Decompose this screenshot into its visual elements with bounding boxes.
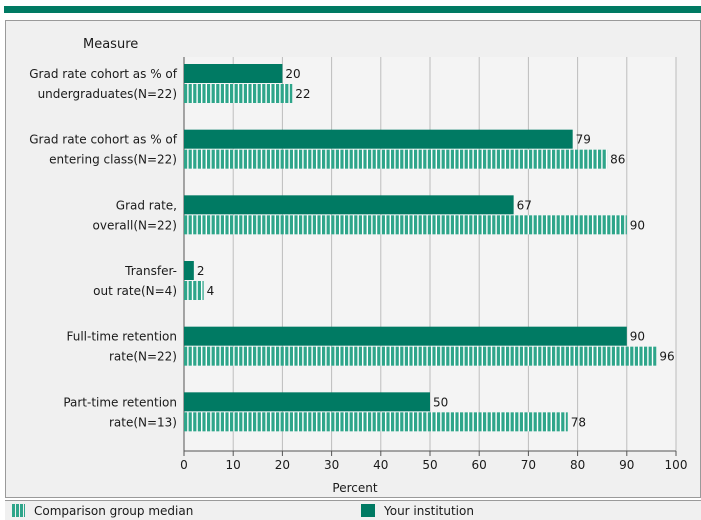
legend-institution-swatch xyxy=(361,504,375,517)
bar-your-institution xyxy=(184,64,283,83)
legend-comparison-swatch xyxy=(11,504,25,517)
x-tick-label: 30 xyxy=(324,458,339,472)
data-label-your-institution: 2 xyxy=(197,264,205,278)
category-label: entering class(N=22) xyxy=(49,153,177,167)
data-label-comparison-median: 4 xyxy=(207,284,215,298)
category-label: undergraduates(N=22) xyxy=(38,87,177,101)
data-label-comparison-median: 22 xyxy=(295,87,310,101)
bar-comparison-median xyxy=(184,149,608,169)
bar-comparison-median xyxy=(184,281,204,300)
category-label: Full-time retention xyxy=(66,330,177,344)
bar-your-institution xyxy=(184,392,430,412)
data-label-your-institution: 67 xyxy=(517,198,532,212)
legend xyxy=(5,500,701,520)
data-label-comparison-median: 90 xyxy=(630,218,645,232)
bar-your-institution xyxy=(184,261,194,280)
bar-your-institution xyxy=(184,326,627,346)
data-label-your-institution: 20 xyxy=(285,67,300,81)
x-tick-label: 90 xyxy=(619,458,634,472)
x-tick-label: 100 xyxy=(665,458,688,472)
x-tick-label: 10 xyxy=(226,458,241,472)
x-axis-title: Percent xyxy=(332,481,377,495)
x-tick-label: 70 xyxy=(521,458,536,472)
bar-your-institution xyxy=(184,195,514,215)
legend-institution-label: Your institution xyxy=(383,504,474,518)
bar-comparison-median xyxy=(184,346,657,366)
category-label: Grad rate, xyxy=(116,198,177,212)
bar-comparison-median xyxy=(184,412,568,432)
category-label: Grad rate cohort as % of xyxy=(29,133,178,147)
x-tick-label: 20 xyxy=(275,458,290,472)
category-label: Grad rate cohort as % of xyxy=(29,67,178,81)
data-label-comparison-median: 78 xyxy=(571,415,586,429)
category-label: overall(N=22) xyxy=(93,218,177,232)
y-axis-title: Measure xyxy=(83,37,138,52)
x-tick-label: 60 xyxy=(472,458,487,472)
category-label: Part-time retention xyxy=(63,395,177,409)
bar-comparison-median xyxy=(184,84,293,103)
legend-comparison-label: Comparison group median xyxy=(34,504,193,518)
data-label-your-institution: 50 xyxy=(433,395,448,409)
bar-your-institution xyxy=(184,129,573,149)
bar-comparison-median xyxy=(184,215,627,235)
data-label-your-institution: 79 xyxy=(576,133,591,147)
x-tick-label: 40 xyxy=(373,458,388,472)
category-label: rate(N=22) xyxy=(109,350,177,364)
data-label-your-institution: 90 xyxy=(630,330,645,344)
category-label: rate(N=13) xyxy=(109,415,177,429)
x-tick-label: 0 xyxy=(180,458,188,472)
category-label: out rate(N=4) xyxy=(93,284,177,298)
header-bar xyxy=(4,6,701,13)
data-label-comparison-median: 86 xyxy=(610,153,625,167)
data-label-comparison-median: 96 xyxy=(659,350,674,364)
x-tick-label: 80 xyxy=(570,458,585,472)
category-label: Transfer- xyxy=(124,264,177,278)
x-tick-label: 50 xyxy=(422,458,437,472)
